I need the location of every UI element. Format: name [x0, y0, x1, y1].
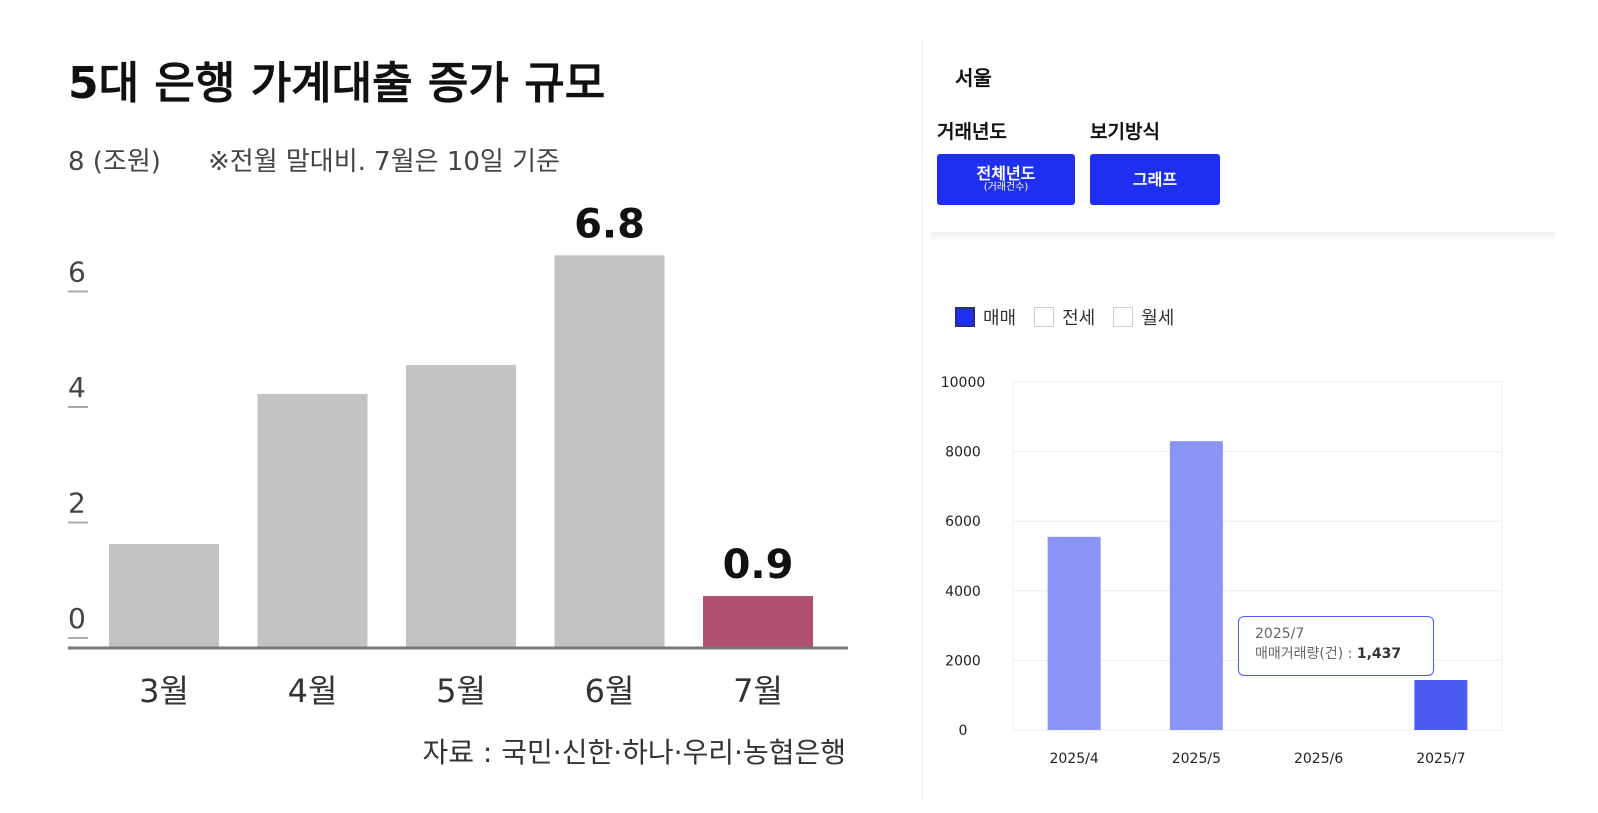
- x-tick-label: 2025/4: [1049, 751, 1098, 767]
- y-unit-label: 8 (조원): [68, 147, 161, 177]
- year-button-label: 전체년도: [976, 164, 1036, 183]
- legend-checkbox-jeonse[interactable]: [1034, 307, 1055, 327]
- tooltip-value: 1,437: [1356, 646, 1402, 662]
- bar-2025/5[interactable]: [1169, 441, 1223, 730]
- year-label: 거래년도: [937, 121, 1007, 143]
- data-label: 6.8: [574, 201, 645, 247]
- y-axis: 0 2 4 6: [68, 256, 88, 639]
- y-tick-label: 6: [68, 256, 86, 289]
- x-axis: 2025/4 2025/5 2025/6 2025/7: [1049, 751, 1465, 767]
- legend-item-jeonse[interactable]: 전세: [1034, 304, 1095, 330]
- x-tick-label: 3월: [139, 672, 189, 710]
- bar-4월: [257, 393, 368, 648]
- x-tick-label: 7월: [733, 672, 783, 710]
- region-title: 서울: [955, 66, 992, 90]
- tooltip-title: 2025/7: [1255, 626, 1305, 642]
- bar-3월: [109, 544, 219, 648]
- bar-2025/4[interactable]: [1047, 536, 1101, 730]
- legend: 매매 전세 월세: [955, 304, 1192, 330]
- view-button-label: 그래프: [1132, 170, 1178, 189]
- legend-label-monthly: 월세: [1141, 308, 1175, 329]
- bars: 6.8 0.9: [109, 201, 813, 649]
- y-tick-label: 4: [68, 371, 86, 404]
- x-tick-label: 2025/6: [1294, 751, 1343, 767]
- chart-title: 5대 은행 가계대출 증가 규모: [68, 58, 605, 109]
- y-tick-label: 0: [68, 602, 86, 635]
- loan-growth-chart: 5대 은행 가계대출 증가 규모 8 (조원) ※전월 말대비. 7월은 10일…: [68, 58, 848, 769]
- bar-2025/7[interactable]: [1414, 679, 1468, 730]
- tooltip-label: 매매거래량(건) :: [1255, 646, 1357, 662]
- y-tick-label: 2000: [945, 653, 981, 669]
- year-select-button[interactable]: 전체년도 (거래건수): [937, 154, 1075, 205]
- y-tick-label: 4000: [945, 584, 981, 600]
- chart-note: ※전월 말대비. 7월은 10일 기준: [208, 147, 560, 177]
- legend-label-jeonse: 전세: [1062, 308, 1096, 329]
- legend-item-sale[interactable]: 매매: [955, 304, 1016, 330]
- x-tick-label: 5월: [436, 672, 486, 710]
- x-tick-label: 6월: [585, 672, 635, 710]
- data-label: 0.9: [723, 542, 794, 588]
- bar-6월: [554, 255, 665, 649]
- legend-item-monthly[interactable]: 월세: [1113, 304, 1174, 330]
- view-mode-button[interactable]: 그래프: [1090, 154, 1220, 205]
- bar-5월: [406, 365, 516, 648]
- y-tick-label: 2: [68, 487, 86, 520]
- source-text: 자료 : 국민·신한·하나·우리·농협은행: [423, 736, 846, 769]
- x-tick-label: 2025/5: [1172, 751, 1221, 767]
- view-label: 보기방식: [1090, 121, 1160, 143]
- panel-divider: [922, 40, 923, 800]
- y-tick-label: 6000: [945, 514, 981, 530]
- y-tick-label: 10000: [941, 375, 986, 391]
- y-tick-label: 0: [959, 723, 968, 739]
- legend-label-sale: 매매: [983, 308, 1017, 329]
- year-button-sublabel: (거래건수): [983, 182, 1029, 193]
- bars: [1047, 441, 1468, 730]
- x-tick-label: 2025/7: [1416, 751, 1465, 767]
- y-tick-label: 8000: [945, 445, 981, 461]
- bar-tooltip: 2025/7 매매거래량(건) : 1,437: [1238, 616, 1434, 676]
- tooltip-row: 매매거래량(건) : 1,437: [1255, 644, 1417, 664]
- legend-checkbox-sale[interactable]: [955, 307, 975, 327]
- x-tick-label: 4월: [288, 672, 338, 710]
- section-separator: [930, 232, 1555, 242]
- bar-7월: [703, 596, 813, 648]
- legend-checkbox-monthly[interactable]: [1113, 307, 1134, 327]
- x-axis: 3월 4월 5월 6월 7월: [139, 672, 783, 710]
